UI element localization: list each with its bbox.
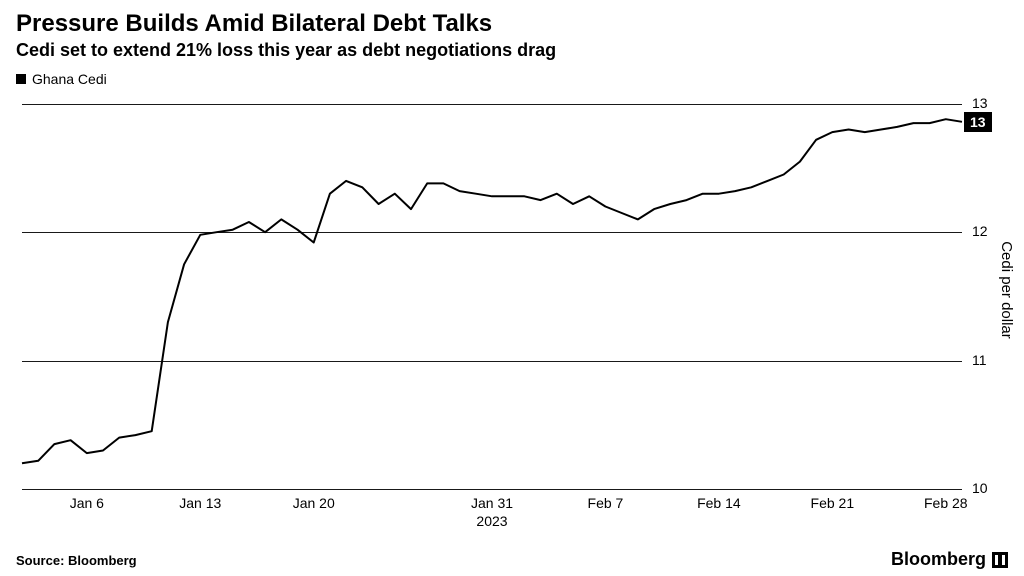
x-tick-label: Jan 13 xyxy=(179,495,221,511)
x-tick-label: Feb 7 xyxy=(588,495,624,511)
line-series xyxy=(16,91,966,493)
x-tick-label: Jan 20 xyxy=(293,495,335,511)
x-tick-label: Feb 28 xyxy=(924,495,968,511)
chart-container: { "title": "Pressure Builds Amid Bilater… xyxy=(0,0,1024,576)
x-tick-label: Feb 14 xyxy=(697,495,741,511)
legend-label: Ghana Cedi xyxy=(32,71,107,87)
x-tick-label: Jan 31 xyxy=(471,495,513,511)
series-endcap-label: 13 xyxy=(964,112,992,132)
chart-title: Pressure Builds Amid Bilateral Debt Talk… xyxy=(16,10,1008,38)
chart-subtitle: Cedi set to extend 21% loss this year as… xyxy=(16,40,1008,61)
y-tick-label: 10 xyxy=(972,480,988,496)
x-tick-label: Jan 6 xyxy=(70,495,104,511)
y-tick-label: 11 xyxy=(972,352,987,368)
chart-area: 10 11 12 13 Cedi per dollar Jan 6 Jan 13 Jan 20… xyxy=(16,91,1022,539)
x-axis-year: 2023 xyxy=(476,513,507,529)
legend: Ghana Cedi xyxy=(16,71,1008,87)
brand-mark-icon xyxy=(992,552,1008,568)
x-tick-label: Feb 21 xyxy=(811,495,855,511)
y-tick-label: 12 xyxy=(972,223,988,239)
y-tick-label: 13 xyxy=(972,95,988,111)
brand-text: Bloomberg xyxy=(891,549,986,570)
y-axis-title: Cedi per dollar xyxy=(998,241,1015,339)
brand-logo: Bloomberg xyxy=(891,549,1008,570)
source-footer: Source: Bloomberg xyxy=(16,553,137,568)
legend-swatch xyxy=(16,74,26,84)
